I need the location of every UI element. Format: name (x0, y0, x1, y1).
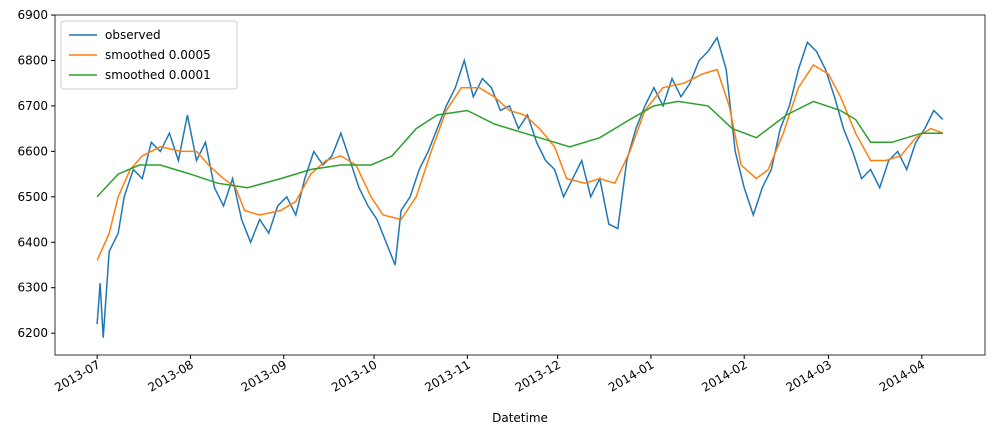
x-tick-label: 2014-01 (606, 357, 656, 394)
x-tick-label: 2014-03 (784, 357, 834, 394)
y-tick-label: 6500 (17, 190, 48, 204)
series-line (96, 63, 944, 261)
plot-frame (54, 14, 986, 356)
x-tick-label: 2014-04 (877, 357, 927, 394)
x-tick-label: 2013-09 (239, 357, 289, 394)
x-tick-label: 2013-08 (146, 357, 196, 394)
y-tick-label: 6900 (17, 8, 48, 22)
x-axis-label: Datetime (492, 411, 548, 425)
y-tick-label: 6300 (17, 281, 48, 295)
x-tick-label: 2013-12 (513, 357, 563, 394)
y-tick-label: 6400 (17, 235, 48, 249)
y-tick-label: 6800 (17, 53, 48, 67)
series-line (96, 35, 944, 338)
legend-label: smoothed 0.0005 (105, 48, 211, 62)
legend-label: observed (105, 28, 161, 42)
x-tick-label: 2013-11 (422, 357, 472, 394)
series-line (96, 100, 943, 198)
legend-box (60, 20, 238, 90)
y-tick-label: 6200 (17, 326, 48, 340)
y-tick-label: 6700 (17, 99, 48, 113)
x-tick-label: 2013-07 (52, 357, 102, 394)
legend-label: smoothed 0.0001 (105, 68, 211, 82)
y-tick-label: 6600 (17, 144, 48, 158)
x-tick-label: 2014-02 (699, 357, 749, 394)
x-tick-label: 2013-10 (329, 357, 379, 394)
plot-lines (96, 35, 944, 338)
